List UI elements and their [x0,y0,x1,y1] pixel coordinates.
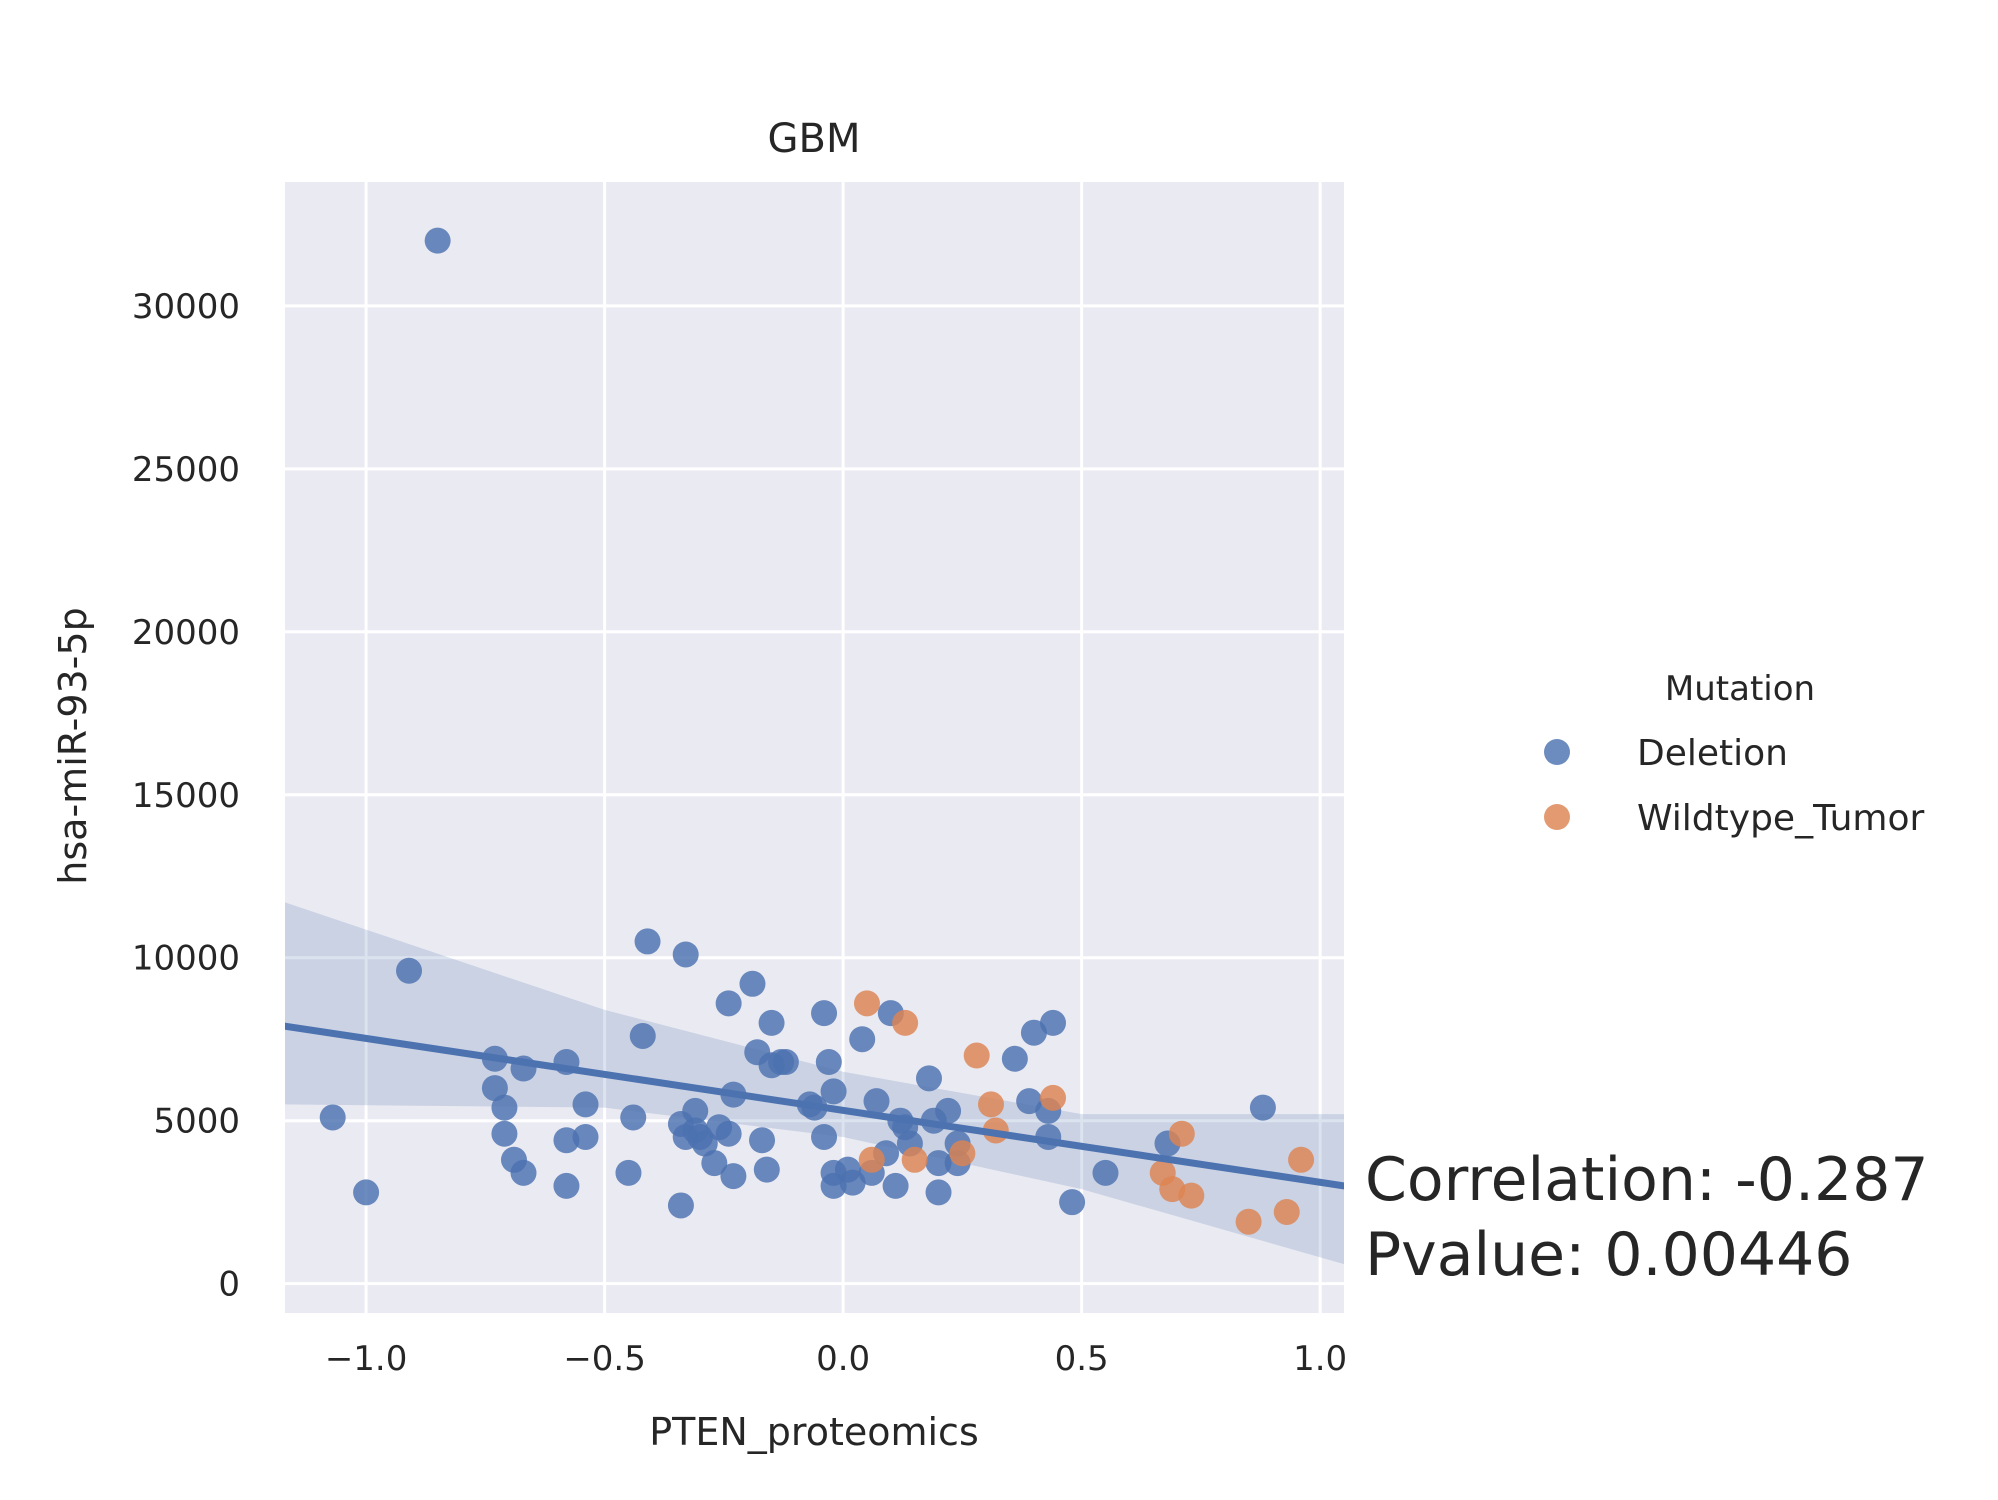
point-deletion [839,1169,866,1196]
x-tick-label: −1.0 [325,1339,408,1379]
point-deletion [715,990,742,1017]
point-deletion [811,1123,838,1150]
point-deletion [758,1009,785,1036]
point-wildtype-tumor [978,1091,1004,1118]
point-wildtype-tumor [1168,1120,1195,1147]
stat-annotations: Correlation: -0.287 Pvalue: 0.00446 [1365,1145,1929,1290]
point-deletion [720,1163,747,1190]
point-deletion [1092,1159,1119,1186]
x-tick-label: 1.0 [1293,1339,1347,1379]
legend-marker-deletion [1544,739,1570,765]
x-tick-labels: −1.0 −0.5 0.0 0.5 1.0 [325,1339,1347,1379]
point-deletion [1249,1094,1276,1121]
point-wildtype-tumor [1040,1084,1067,1111]
point-deletion [620,1104,647,1131]
legend-label-wildtype-tumor: Wildtype_Tumor [1637,798,1925,839]
legend: Mutation Deletion Wildtype_Tumor [1544,669,1925,839]
point-deletion [1059,1189,1086,1216]
legend-marker-wildtype-tumor [1544,804,1570,830]
point-deletion [510,1159,537,1186]
point-deletion [849,1026,876,1053]
y-axis-label: hsa-miR-93-5p [51,607,95,884]
point-deletion [701,1150,728,1177]
point-wildtype-tumor [963,1042,990,1069]
point-deletion [553,1172,580,1199]
y-tick-label: 15000 [132,776,240,816]
x-axis-label: PTEN_proteomics [649,1410,979,1454]
y-tick-label: 30000 [132,287,240,327]
regression-confidence-band [285,902,1344,1265]
point-deletion [863,1088,890,1115]
point-deletion [319,1104,346,1131]
x-tick-label: 0.0 [816,1339,870,1379]
point-deletion [1016,1088,1043,1115]
point-deletion [811,1000,838,1027]
point-deletion [667,1192,694,1219]
point-deletion [629,1022,656,1049]
point-deletion [1040,1009,1067,1036]
point-deletion [915,1065,942,1092]
point-deletion [772,1049,799,1076]
point-deletion [572,1091,599,1118]
y-tick-label: 0 [218,1265,240,1305]
point-deletion [820,1078,847,1105]
point-deletion [353,1179,380,1206]
point-deletion [753,1156,780,1183]
point-deletion [396,957,423,984]
point-deletion [491,1094,518,1121]
point-deletion [925,1150,952,1177]
point-deletion [572,1123,599,1150]
legend-entries: Deletion Wildtype_Tumor [1544,733,1925,839]
chart-title: GBM [768,116,861,162]
point-deletion [715,1120,742,1147]
point-deletion [749,1127,776,1154]
point-deletion [634,928,661,955]
point-deletion [491,1120,518,1147]
point-deletion [739,970,766,997]
point-wildtype-tumor [1288,1146,1315,1173]
y-tick-label: 20000 [132,613,240,653]
point-deletion [815,1049,842,1076]
point-deletion [1001,1045,1028,1072]
point-wildtype-tumor [853,990,880,1017]
point-deletion [935,1097,962,1124]
y-tick-labels: 0 5000 10000 15000 20000 25000 30000 [132,287,240,1305]
point-wildtype-tumor [949,1140,976,1167]
legend-label-deletion: Deletion [1637,733,1788,774]
point-wildtype-tumor [901,1146,928,1173]
y-tick-label: 10000 [132,939,240,979]
plot-area [285,182,1344,1313]
point-wildtype-tumor [892,1009,919,1036]
point-deletion [481,1075,508,1102]
point-deletion [882,1172,909,1199]
grid-lines [285,182,1344,1313]
point-deletion [682,1097,709,1124]
y-tick-label: 5000 [153,1102,240,1142]
point-deletion [424,227,451,254]
point-wildtype-tumor [1235,1208,1262,1235]
legend-title: Mutation [1665,669,1815,709]
point-wildtype-tumor [1178,1182,1205,1209]
x-tick-label: −0.5 [563,1339,646,1379]
correlation-annotation: Correlation: -0.287 [1365,1145,1929,1215]
y-tick-label: 25000 [132,450,240,490]
point-wildtype-tumor [858,1146,885,1173]
point-wildtype-tumor [1273,1198,1300,1225]
point-deletion [925,1179,952,1206]
point-deletion [1020,1019,1047,1046]
pvalue-annotation: Pvalue: 0.00446 [1365,1220,1852,1290]
point-deletion [672,941,699,968]
regression-line [285,1022,1344,1190]
point-deletion [615,1159,642,1186]
x-tick-label: 0.5 [1055,1339,1109,1379]
